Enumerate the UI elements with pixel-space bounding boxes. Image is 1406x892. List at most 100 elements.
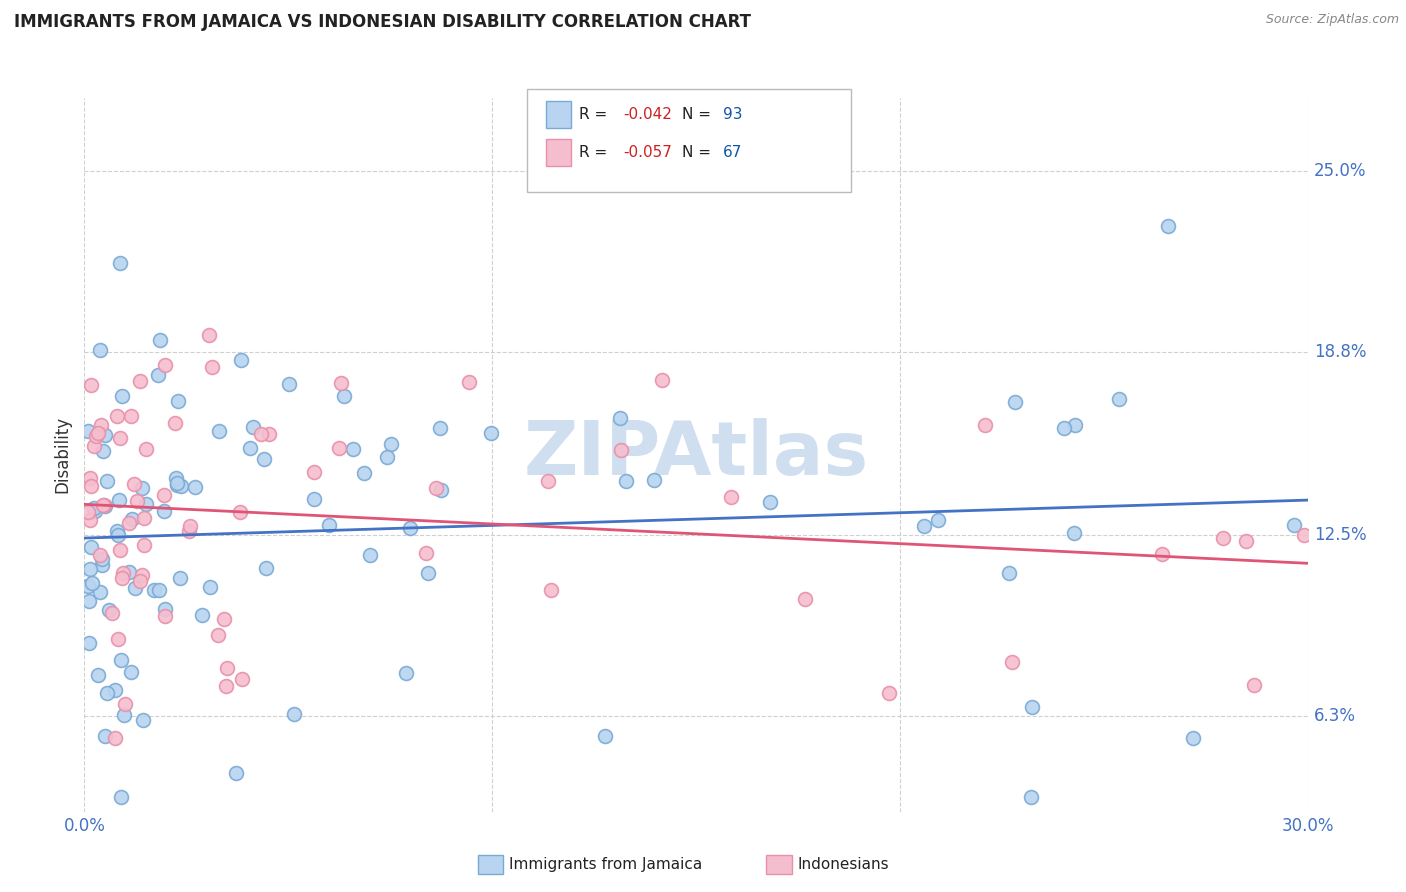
Y-axis label: Disability: Disability bbox=[53, 417, 72, 493]
Point bbox=[104, 683, 127, 698]
Point bbox=[328, 441, 350, 455]
Text: R =: R = bbox=[579, 107, 613, 121]
Point bbox=[207, 628, 229, 642]
Point bbox=[169, 571, 191, 585]
Point bbox=[153, 602, 176, 616]
Point bbox=[758, 495, 780, 509]
Point bbox=[191, 608, 214, 623]
Point bbox=[131, 481, 153, 495]
Point bbox=[90, 558, 112, 573]
Point bbox=[114, 698, 136, 712]
Point bbox=[242, 420, 264, 434]
Point bbox=[231, 353, 253, 368]
Point bbox=[163, 416, 186, 430]
Point bbox=[537, 475, 560, 489]
Point bbox=[77, 636, 100, 650]
Point bbox=[415, 545, 437, 559]
Point bbox=[105, 524, 128, 539]
Point bbox=[215, 680, 238, 694]
Point bbox=[198, 328, 221, 343]
Point bbox=[77, 594, 100, 608]
Point bbox=[399, 521, 422, 535]
Point bbox=[82, 575, 104, 590]
Point bbox=[377, 450, 399, 464]
Point bbox=[122, 477, 145, 491]
Point bbox=[87, 426, 110, 441]
Point bbox=[153, 608, 176, 623]
Point bbox=[329, 376, 352, 390]
Point bbox=[118, 565, 141, 579]
Point bbox=[165, 471, 187, 485]
Text: R =: R = bbox=[579, 145, 613, 160]
Point bbox=[110, 790, 132, 805]
Point bbox=[107, 528, 129, 542]
Point bbox=[131, 567, 153, 582]
Point bbox=[302, 465, 325, 479]
Point bbox=[104, 731, 127, 745]
Point bbox=[101, 606, 124, 620]
Point bbox=[184, 480, 207, 494]
Point bbox=[166, 478, 188, 492]
Point bbox=[129, 574, 152, 589]
Point bbox=[124, 581, 146, 595]
Point bbox=[135, 442, 157, 457]
Point bbox=[429, 421, 451, 435]
Point bbox=[217, 661, 239, 675]
Point bbox=[93, 498, 115, 512]
Point bbox=[94, 427, 117, 442]
Point bbox=[146, 368, 169, 382]
Point bbox=[91, 499, 114, 513]
Point bbox=[651, 373, 673, 387]
Point bbox=[253, 452, 276, 467]
Point bbox=[1001, 655, 1024, 669]
Point bbox=[114, 707, 136, 722]
Point bbox=[129, 374, 152, 388]
Point bbox=[1157, 219, 1180, 234]
Text: IMMIGRANTS FROM JAMAICA VS INDONESIAN DISABILITY CORRELATION CHART: IMMIGRANTS FROM JAMAICA VS INDONESIAN DI… bbox=[14, 13, 751, 31]
Point bbox=[249, 426, 271, 441]
Point bbox=[720, 491, 742, 505]
Point bbox=[110, 653, 132, 667]
Point bbox=[79, 562, 101, 576]
Point bbox=[1181, 731, 1204, 745]
Point bbox=[1243, 678, 1265, 692]
Point bbox=[83, 439, 105, 453]
Point bbox=[179, 519, 201, 533]
Point bbox=[79, 513, 101, 527]
Text: -0.042: -0.042 bbox=[623, 107, 672, 121]
Point bbox=[353, 467, 375, 481]
Point bbox=[927, 513, 949, 527]
Point bbox=[1152, 548, 1174, 562]
Point bbox=[1282, 517, 1305, 532]
Point bbox=[610, 442, 633, 457]
Point bbox=[152, 488, 174, 502]
Point bbox=[149, 333, 172, 347]
Point bbox=[238, 441, 260, 455]
Point bbox=[1292, 527, 1315, 541]
Text: N =: N = bbox=[682, 107, 716, 121]
Point bbox=[1212, 532, 1234, 546]
Text: 67: 67 bbox=[723, 145, 742, 160]
Point bbox=[302, 492, 325, 507]
Point bbox=[90, 418, 112, 433]
Point bbox=[94, 729, 117, 743]
Point bbox=[201, 359, 224, 374]
Point bbox=[614, 475, 637, 489]
Text: 12.5%: 12.5% bbox=[1313, 526, 1367, 544]
Point bbox=[214, 612, 236, 626]
Point bbox=[153, 504, 176, 518]
Point bbox=[430, 483, 453, 497]
Point bbox=[593, 729, 616, 743]
Point bbox=[89, 548, 111, 562]
Point bbox=[416, 566, 439, 580]
Point bbox=[90, 551, 112, 566]
Point bbox=[148, 582, 170, 597]
Point bbox=[283, 706, 305, 721]
Point bbox=[229, 506, 252, 520]
Point bbox=[318, 518, 340, 533]
Point bbox=[96, 475, 118, 489]
Point bbox=[80, 541, 103, 555]
Text: N =: N = bbox=[682, 145, 716, 160]
Point bbox=[120, 409, 142, 424]
Point bbox=[105, 409, 128, 423]
